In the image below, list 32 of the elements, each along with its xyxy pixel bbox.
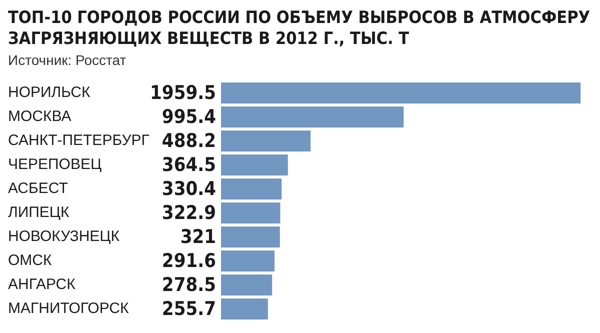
chart-title: ТОП-10 ГОРОДОВ РОССИИ ПО ОБЪЕМУ ВЫБРОСОВ В АТМОСФЕРУ ЗАГРЯЗНЯЮЩИХ ВЕЩЕСТВ В 2012 Г., ТЫС. Т [8, 8, 592, 50]
y-tick-label: МАГНИТОГОРСК [8, 300, 130, 318]
data-label: 364.5 [162, 154, 216, 176]
y-tick-label: НОВОКУЗНЕЦК [8, 228, 120, 246]
bar [221, 226, 280, 248]
text: Источник: Росстат [8, 52, 128, 68]
bar [221, 298, 268, 320]
bar [221, 130, 311, 152]
bar [221, 106, 404, 128]
y-tick-label: ЛИПЕЦК [8, 204, 70, 222]
bar [221, 250, 275, 272]
data-label: 488.2 [162, 130, 216, 152]
y-tick-label: САНКТ-ПЕТЕРБУРГ [8, 132, 150, 150]
data-label: 255.7 [162, 298, 216, 320]
data-label: 278.5 [162, 274, 216, 296]
y-tick-label: ЧЕРЕПОВЕЦ [8, 156, 102, 174]
bar [221, 82, 581, 104]
bar [221, 178, 282, 200]
data-label: 322.9 [162, 202, 216, 224]
data-label: 291.6 [162, 250, 216, 272]
y-tick-label: АНГАРСК [8, 276, 76, 294]
bar [221, 154, 288, 176]
data-label: 330.4 [162, 178, 216, 200]
bar [221, 274, 272, 296]
y-tick-label: НОРИЛЬСК [8, 84, 90, 102]
data-label: 1959.5 [150, 82, 216, 104]
y-tick-label: АСБЕСТ [8, 180, 68, 198]
data-label: 321 [180, 226, 216, 248]
data-label: 995.4 [162, 106, 216, 128]
y-tick-label: ОМСК [8, 252, 52, 270]
bar [221, 202, 280, 224]
y-tick-label: МОСКВА [8, 108, 72, 126]
